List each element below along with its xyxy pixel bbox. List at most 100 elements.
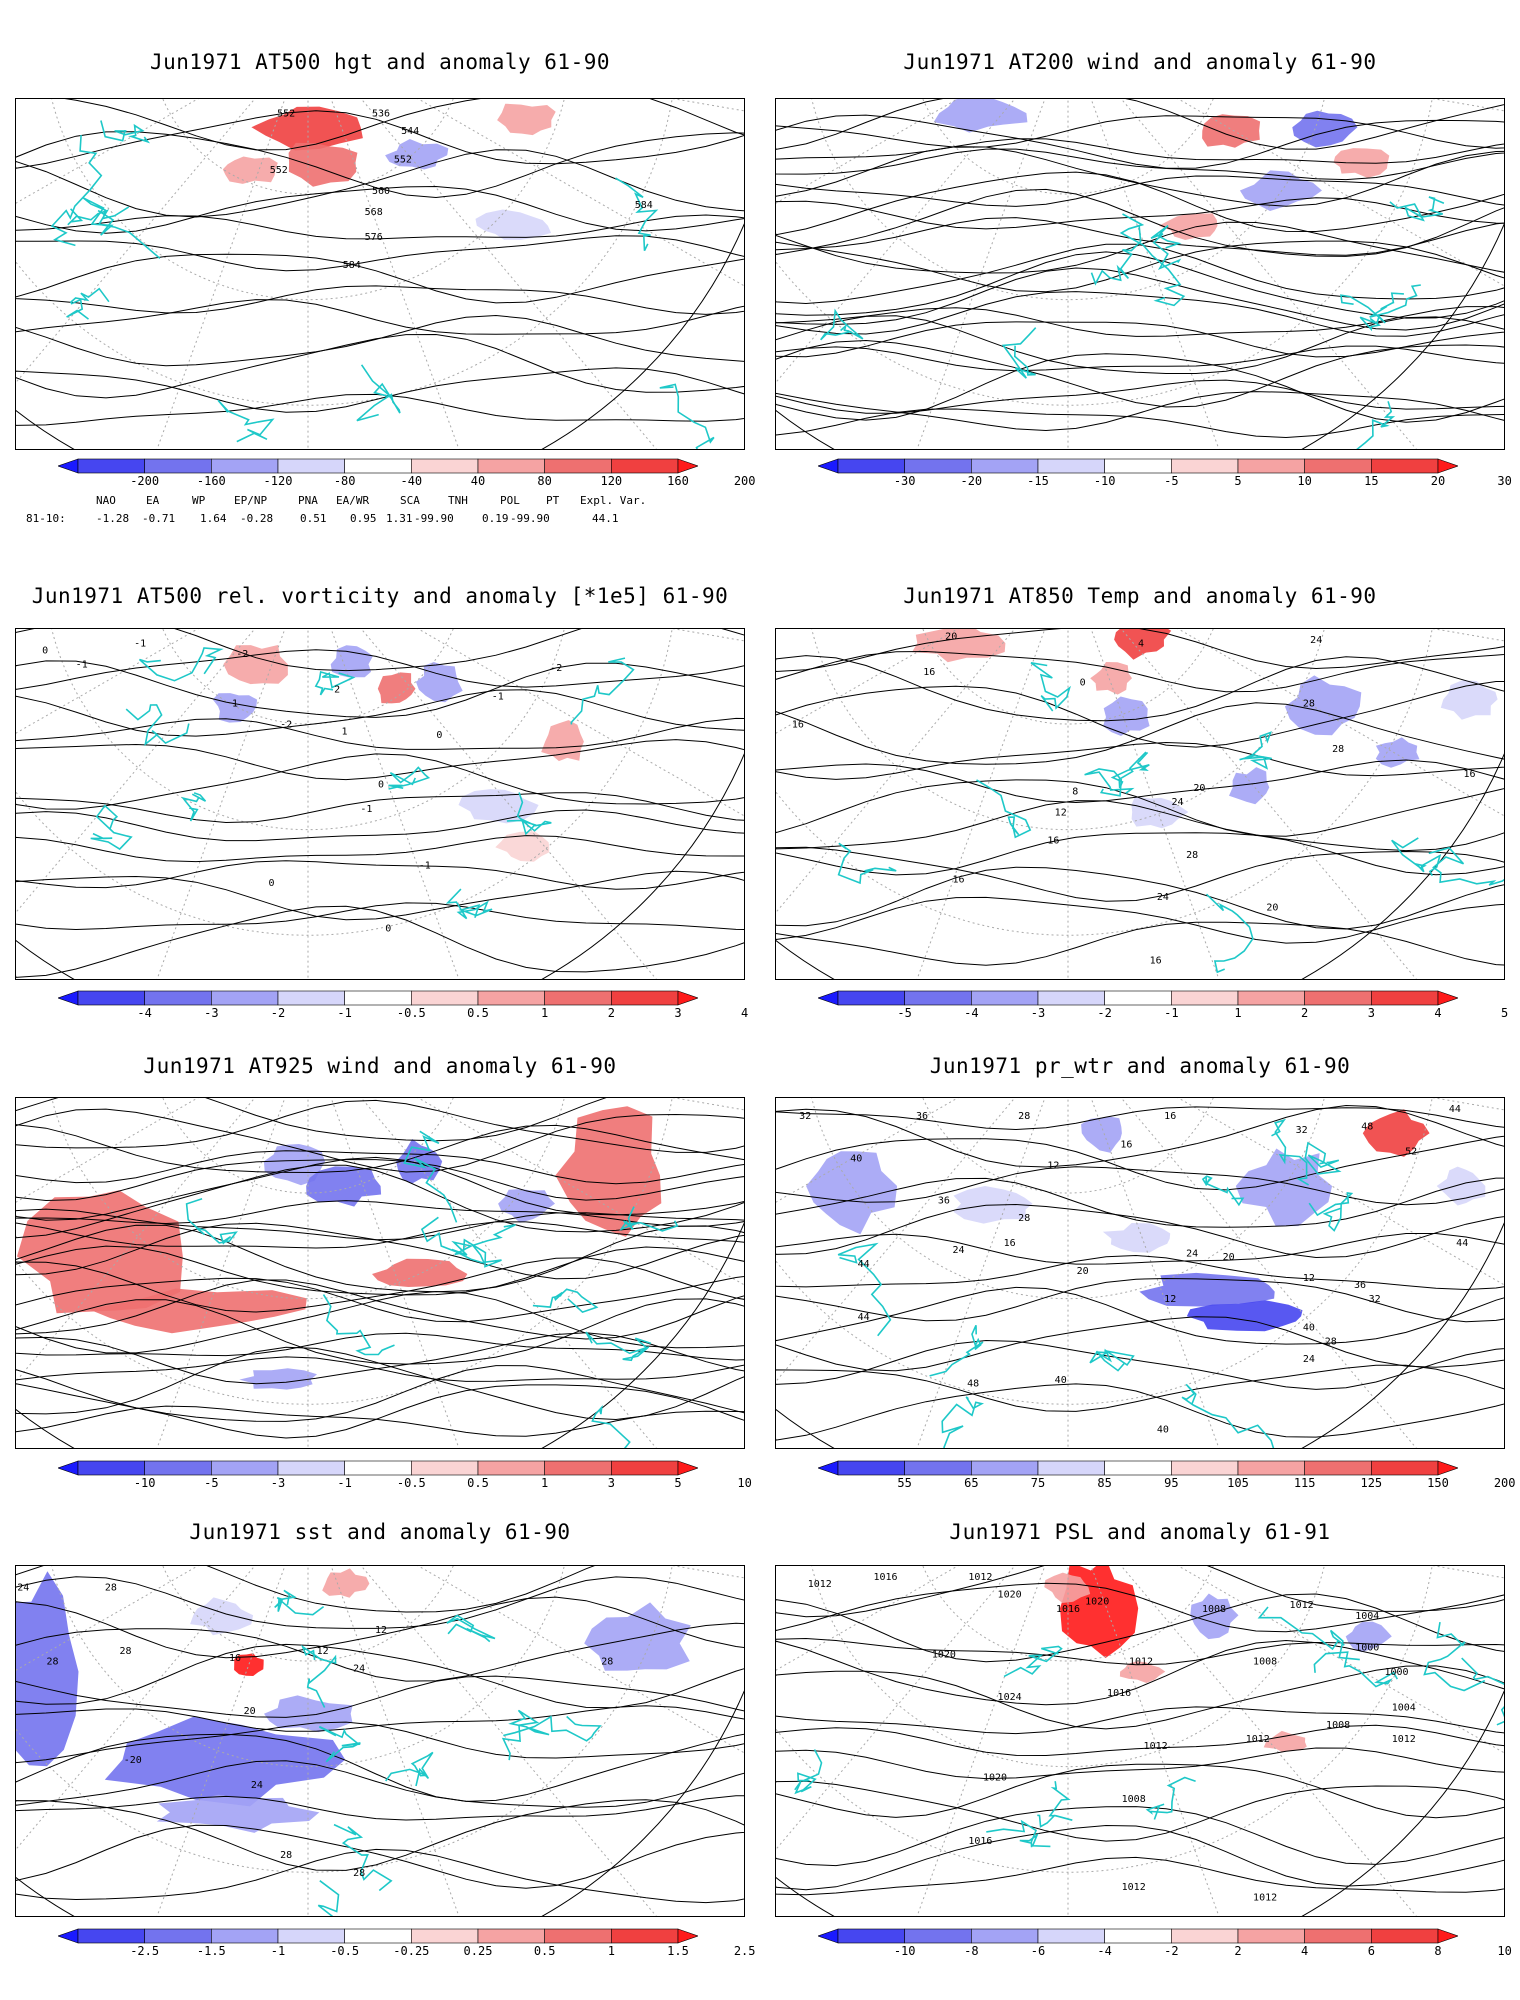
colorbar-tick-label: 20 <box>1430 474 1446 488</box>
anomaly-region <box>458 789 539 824</box>
contour-label: 1008 <box>1122 1794 1146 1805</box>
contour-label: 1012 <box>968 1572 992 1583</box>
colorbar-segment <box>411 990 479 1006</box>
contour-label: 1020 <box>998 1590 1022 1601</box>
colorbar-segment <box>971 990 1039 1006</box>
colorbar-segment <box>1037 990 1105 1006</box>
colorbar-tick-label: 10 <box>1497 1944 1512 1958</box>
meridian-line <box>417 1098 744 1286</box>
map-plot: 552 536 544 552 552 560 568 576 584 584 <box>15 98 745 450</box>
colorbar-segment <box>1304 1460 1372 1476</box>
anomaly-region <box>306 1166 382 1207</box>
idx-v-pna: 0.51 <box>300 512 327 525</box>
contour-label: 2 <box>334 684 340 695</box>
colorbar-tick-label: -80 <box>333 474 356 488</box>
colorbar-segment <box>544 1928 612 1944</box>
streamline <box>776 148 1504 181</box>
colorbar-tick-label: -5 <box>1164 474 1179 488</box>
contour-label: 20 <box>1223 1252 1235 1263</box>
coastline <box>1201 1175 1245 1207</box>
colorbar-tick-label: 65 <box>964 1476 979 1490</box>
streamline <box>16 1099 744 1153</box>
colorbar-tick-label: 1 <box>541 1476 549 1490</box>
colorbar-tick-label: 1.5 <box>667 1944 689 1958</box>
meridian-line <box>1120 1098 1417 1448</box>
anomaly-region <box>1090 662 1132 695</box>
contour-label: 20 <box>1193 783 1205 794</box>
anomaly-region <box>156 1794 320 1833</box>
contour-line <box>776 1665 1504 1730</box>
contour-label: 16 <box>1150 955 1162 966</box>
contour-label: 1024 <box>998 1692 1022 1703</box>
contour-label: 40 <box>1303 1322 1315 1333</box>
latitude-circle <box>162 1098 454 1194</box>
contour-line <box>16 367 744 413</box>
contour-line <box>16 870 744 921</box>
anomaly-region <box>1440 680 1498 720</box>
contour-label: 44 <box>1456 1238 1468 1249</box>
contour-label: 36 <box>1354 1280 1366 1291</box>
contour-label: 536 <box>372 109 390 120</box>
contour-lines <box>16 1566 744 1904</box>
colorbar-tick-label: 10 <box>1297 474 1312 488</box>
contour-label: 40 <box>850 1153 862 1164</box>
panel-title: Jun1971 AT850 Temp and anomaly 61-90 <box>903 584 1377 608</box>
contour-label: 32 <box>1369 1294 1381 1305</box>
contour-line <box>776 1806 1504 1867</box>
contour-label: 12 <box>1303 1273 1315 1284</box>
contour-label: 32 <box>799 1111 811 1122</box>
contour-line <box>16 1566 595 1613</box>
map-plot <box>775 98 1505 450</box>
meridian-line <box>16 1098 256 1383</box>
streamline <box>776 146 1504 207</box>
contour-label: 1000 <box>1384 1667 1408 1678</box>
coastlines <box>820 196 1445 449</box>
meridian-line <box>1177 1566 1504 1754</box>
colorbar-tick-label: -1.5 <box>196 1944 226 1958</box>
colorbar-segment <box>1037 458 1105 474</box>
idx-v-tnh: -99.90 <box>414 512 454 525</box>
anomaly-region <box>212 693 258 723</box>
contour-label: 16 <box>1463 769 1475 780</box>
contour-line <box>776 800 1504 852</box>
colorbar-segment <box>817 1928 839 1944</box>
meridian-line <box>672 629 744 642</box>
colorbar-segment <box>1104 990 1172 1006</box>
coastline <box>462 1224 516 1268</box>
colorbar-tick-label: 200 <box>733 474 756 488</box>
contour-line <box>16 1848 744 1904</box>
colorbar-segment <box>57 458 79 474</box>
idx-h-tnh: TNH <box>448 494 468 507</box>
contour-line <box>776 1177 1504 1228</box>
map-svg <box>16 1098 744 1448</box>
coastline <box>1090 226 1142 286</box>
streamline <box>16 1224 744 1293</box>
contour-label: 552 <box>277 109 295 120</box>
colorbar-tick-label: 0.5 <box>467 1476 489 1490</box>
projection-boundary <box>776 1690 1504 1916</box>
meridian-line <box>16 629 199 734</box>
idx-h-sca: SCA <box>400 494 420 507</box>
anomaly-region <box>497 103 556 136</box>
coastline <box>1389 196 1445 222</box>
colorbar-tick-label: 0.5 <box>467 1006 489 1020</box>
contour-label: 24 <box>251 1780 263 1791</box>
coastline <box>181 792 207 822</box>
colorbar-tick-label: -15 <box>1027 474 1049 488</box>
contour-line <box>776 1166 1504 1206</box>
anomaly-region <box>322 1568 370 1598</box>
contour-label: -1 <box>360 804 372 815</box>
map-svg: 0 -1 -1 -2 1 2 -2 0 -1 -2 1 0 -1 0 -1 0 <box>16 629 744 979</box>
meridian-line <box>776 1566 959 1671</box>
meridian-line <box>417 629 744 817</box>
colorbar-svg <box>817 1928 1459 1944</box>
coastline <box>986 1819 1051 1848</box>
meridian-line <box>1120 629 1417 979</box>
colorbar-segment <box>1171 990 1239 1006</box>
map-plot: 20 4 0 24 16 16 28 28 16 8 20 12 24 16 28 16 24 20 16 <box>775 628 1505 980</box>
meridian-line <box>1120 1566 1417 1916</box>
contour-label: 0 <box>436 730 442 741</box>
colorbar-tick-label: -4 <box>1097 1944 1112 1958</box>
